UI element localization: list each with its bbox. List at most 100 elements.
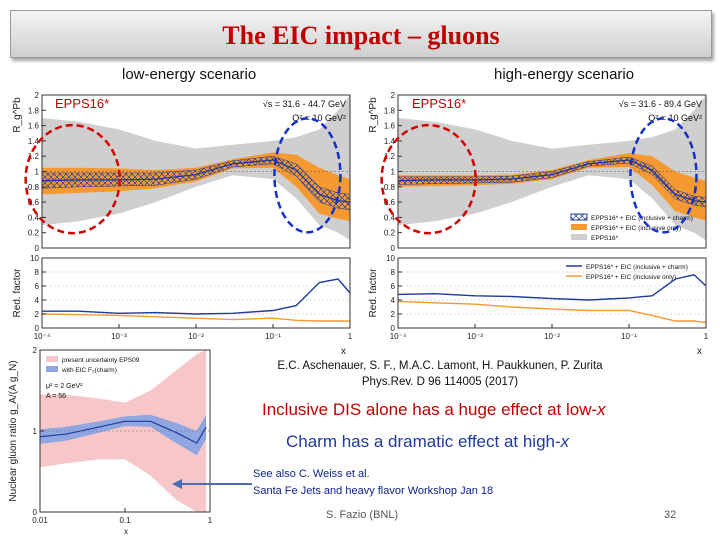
high-rg-ylabel: R_g^Pb [368, 97, 379, 133]
low-rg-annotation-sqrt-s: √s = 31.6 - 44.7 GeV [263, 99, 346, 109]
low-red-ylabel: Red. factor [12, 268, 23, 318]
title-bar: The EIC impact – gluons [10, 10, 712, 58]
high-rg-annotation-sqrt-s: √s = 31.6 - 89.4 GeV [619, 99, 702, 109]
high-energy-label: high-energy scenario [494, 66, 635, 83]
high-red-y-tick-label: 10 [386, 254, 395, 263]
high-rg-legend-label: EPPS16* [591, 235, 619, 242]
low-rg-y-tick-label: 0.6 [28, 198, 40, 207]
high-red-xlabel: x [697, 346, 702, 357]
low-energy-label: low-energy scenario [122, 66, 257, 83]
high-rg-y-tick-label: 0.4 [384, 213, 396, 222]
ngr-annotation-mu: μ² = 2 GeV² [46, 383, 83, 390]
ngr-legend-swatch [46, 356, 58, 362]
ngr-legend-label: present uncertainty EPS09 [62, 357, 140, 364]
see-also-line2: Santa Fe Jets and heavy flavor Workshop … [253, 485, 494, 497]
footer-author: S. Fazio (BNL) [326, 509, 399, 521]
reference-journal: Phys.Rev. D 96 114005 (2017) [361, 376, 519, 388]
page-number: 32 [664, 509, 677, 521]
ngr-eic-band [40, 414, 207, 456]
high-energy-rg-chart: 0 0.2 0.4 0.6 0.8 1 1.2 1.4 1.6 1.8 2 R_g^Pb √s = 31… [368, 91, 707, 253]
high-rg-legend-swatch [570, 213, 588, 221]
high-rg-y-tick-label: 1.8 [384, 106, 396, 115]
ngr-y-tick-label: 0 [33, 508, 38, 517]
high-red-x-tick-label: 10⁻³ [467, 332, 483, 341]
low-red-y-tick-label: 0 [35, 324, 40, 333]
high-rg-central-line [397, 159, 707, 203]
high-red-legend-label: EPPS16* + EIC (inclusive + charm) [586, 264, 688, 271]
low-rg-y-tick-label: 0.2 [28, 229, 40, 238]
low-red-y-tick-label: 2 [35, 310, 40, 319]
low-rg-y-tick-label: 2 [35, 91, 40, 100]
high-rg-y-tick-label: 1 [391, 168, 396, 177]
ngr-eps09-band [40, 350, 207, 512]
low-rg-y-tick-label: 0 [35, 244, 40, 253]
low-red-x-tick-label: 1 [348, 332, 353, 341]
ngr-legend-label: with EIC F₂(charm) [61, 367, 117, 374]
high-red-y-tick-label: 2 [391, 310, 396, 319]
high-red-x-tick-label: 1 [704, 332, 709, 341]
ngr-y-tick-label: 2 [33, 346, 38, 355]
low-rg-y-tick-label: 1.2 [28, 152, 40, 161]
high-rg-y-tick-label: 0 [391, 244, 396, 253]
low-rg-ylabel: R_g^Pb [12, 97, 23, 133]
low-rg-inclusive-band [42, 152, 350, 222]
low-red-y-tick-label: 8 [35, 268, 40, 277]
high-red-y-tick-label: 8 [391, 268, 396, 277]
high-red-x-tick-label: 10⁻⁴ [390, 332, 407, 341]
low-red-x-tick-label: 10⁻³ [111, 332, 127, 341]
low-red-y-tick-label: 10 [30, 254, 39, 263]
high-energy-reduction-chart: 0 2 4 6 8 10 10⁻⁴ 10⁻³ 10⁻² 10⁻¹ 1 Red. factor x EPPS… [368, 254, 709, 357]
ngr-xlabel: x [124, 527, 128, 536]
high-rg-y-tick-label: 0.8 [384, 183, 396, 192]
high-x-ellipse-high [629, 117, 698, 234]
low-rg-y-tick-label: 1.8 [28, 106, 40, 115]
low-energy-rg-chart: 0 0.2 0.4 0.6 0.8 1 1.2 1.4 1.6 1.8 2 R_g^Pb √s = 31… [12, 91, 351, 253]
high-rg-epps16-band [398, 95, 706, 241]
dis-statement: Inclusive DIS alone has a huge effect at… [262, 400, 606, 420]
high-red-x-tick-label: 10⁻² [544, 332, 560, 341]
low-red-xlabel: x [341, 346, 346, 357]
low-rg-y-tick-label: 1.4 [28, 137, 40, 146]
nuclear-gluon-ratio-chart: 0 1 2 0.01 0.1 1 Nuclear gluon ratio g_A/(A g_… [8, 346, 213, 536]
high-red-inclusive-line [397, 300, 707, 324]
charm-statement-x: x [560, 432, 570, 451]
low-rg-y-tick-label: 0.8 [28, 183, 40, 192]
see-also-line1: See also C. Weiss et al. [253, 468, 370, 480]
high-x-ellipse-low [273, 117, 342, 234]
high-rg-y-tick-label: 1.2 [384, 152, 396, 161]
ngr-x-tick-label: 1 [208, 516, 213, 525]
charm-statement: Charm has a dramatic effect at high-x [286, 432, 569, 452]
high-rg-annotation-q2: Q² = 10 GeV² [648, 113, 702, 123]
high-red-ylabel: Red. factor [368, 268, 379, 318]
low-rg-y-tick-label: 1.6 [28, 122, 40, 131]
high-rg-legend-label: EPPS16* + EIC (inclusive only) [591, 225, 681, 232]
low-rg-epps16-band [42, 95, 350, 241]
charm-statement-text: Charm has a dramatic effect at high- [286, 432, 561, 451]
low-red-y-tick-label: 6 [35, 282, 40, 291]
low-rg-central-line [41, 159, 351, 203]
high-red-y-tick-label: 4 [391, 296, 396, 305]
high-red-y-tick-label: 6 [391, 282, 396, 291]
high-red-y-tick-label: 0 [391, 324, 396, 333]
ngr-legend-swatch [46, 366, 58, 372]
high-rg-legend-swatch [571, 234, 587, 240]
ngr-ylabel: Nuclear gluon ratio g_A/(A g_N) [8, 360, 19, 501]
low-rg-annotation-q2: Q² = 10 GeV² [292, 113, 346, 123]
ngr-annotation-a: A = 56 [46, 393, 66, 400]
high-rg-y-tick-label: 1.6 [384, 122, 396, 131]
ngr-x-tick-label: 0.01 [32, 516, 48, 525]
low-x-ellipse-high [380, 123, 477, 235]
ngr-y-tick-label: 1 [33, 427, 38, 436]
high-red-x-tick-label: 10⁻¹ [621, 332, 637, 341]
low-x-ellipse-low [24, 123, 121, 235]
high-red-legend-label: EPPS16* + EIC (inclusive only) [586, 274, 676, 281]
low-energy-reduction-chart: 0 2 4 6 8 10 10⁻⁴ 10⁻³ 10⁻² 10⁻¹ 1 Red. factor x [12, 254, 353, 357]
dis-statement-x: x [597, 400, 606, 419]
low-red-x-tick-label: 10⁻² [188, 332, 204, 341]
low-red-x-tick-label: 10⁻⁴ [34, 332, 51, 341]
low-red-charm-line [42, 278, 351, 315]
epps-tag-high: EPPS16* [410, 96, 469, 111]
high-rg-y-tick-label: 2 [391, 91, 396, 100]
low-rg-y-tick-label: 0.4 [28, 213, 40, 222]
